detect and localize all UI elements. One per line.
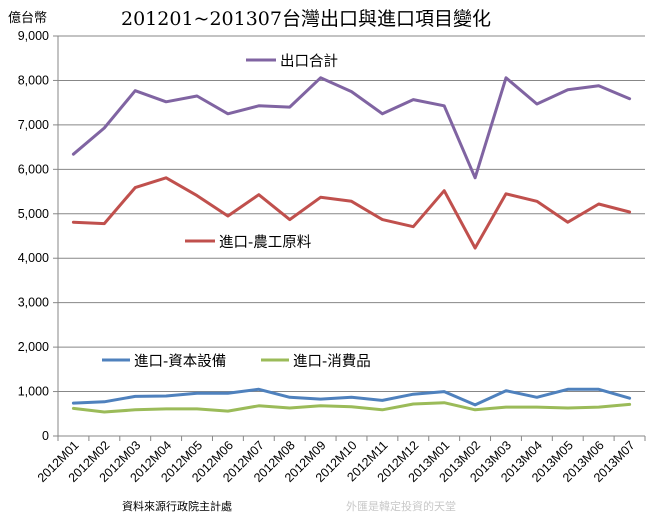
y-tick-label: 4,000 bbox=[18, 251, 49, 265]
y-tick-label: 5,000 bbox=[18, 207, 49, 221]
y-tick-label: 1,000 bbox=[18, 385, 49, 399]
source-note: 資料來源行政院主計處 bbox=[122, 499, 232, 513]
y-axis-unit-label: 億台幣 bbox=[8, 10, 47, 26]
legend-label-capital-equipment: 進口-資本設備 bbox=[134, 353, 226, 370]
y-axis-tick-labels: 0 1,000 2,000 3,000 4,000 5,000 6,000 7,000 8,00… bbox=[18, 29, 49, 443]
legend-raw-materials: 進口-農工原料 bbox=[185, 234, 311, 251]
y-tick-label: 7,000 bbox=[18, 118, 49, 132]
y-tick-label: 2,000 bbox=[18, 340, 49, 354]
series-raw-materials bbox=[71, 176, 632, 250]
y-tick-label: 9,000 bbox=[18, 29, 49, 43]
y-tick-label: 8,000 bbox=[18, 73, 49, 87]
y-tick-label: 3,000 bbox=[18, 296, 49, 310]
legend-label-raw-materials: 進口-農工原料 bbox=[219, 234, 311, 251]
legend-consumer-goods: 進口-消費品 bbox=[261, 353, 371, 370]
series-lines bbox=[71, 76, 632, 414]
y-tick-label: 6,000 bbox=[18, 162, 49, 176]
watermark-text: 外匯是韓定投資的天堂 bbox=[346, 499, 456, 513]
series-consumer-goods bbox=[71, 401, 632, 414]
legend-total-export: 出口合計 bbox=[246, 53, 338, 70]
chart-title: 201201~201307台灣出口與進口項目變化 bbox=[121, 8, 491, 30]
legend-label-total-export: 出口合計 bbox=[280, 53, 338, 70]
series-capital-equipment bbox=[71, 387, 632, 407]
series-total-export bbox=[71, 76, 632, 180]
axes bbox=[57, 36, 646, 441]
gridlines bbox=[53, 35, 645, 437]
legend-capital-equipment: 進口-資本設備 bbox=[102, 353, 226, 370]
legend-label-consumer-goods: 進口-消費品 bbox=[293, 353, 371, 370]
y-tick-label: 0 bbox=[42, 429, 49, 443]
